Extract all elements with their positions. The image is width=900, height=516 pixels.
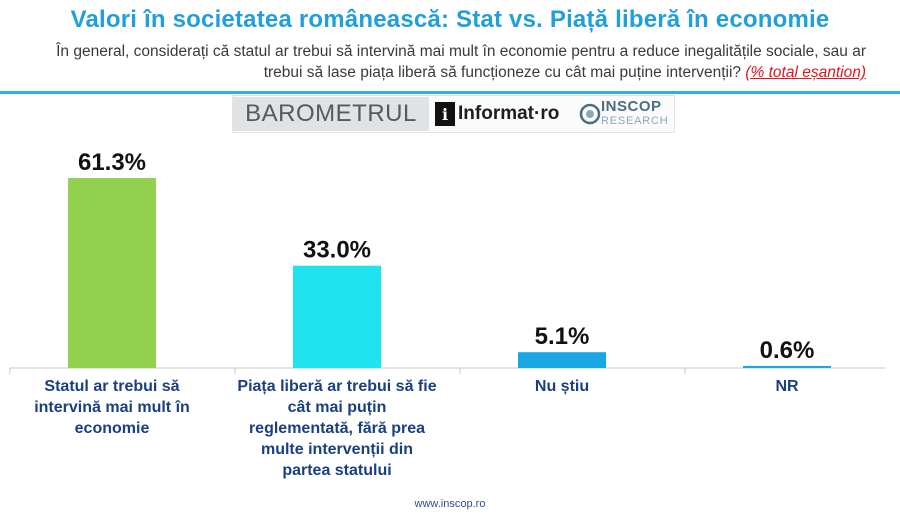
- category-label: Piața liberă ar trebui să fie cât mai pu…: [237, 378, 437, 479]
- header-divider: [0, 91, 900, 94]
- inscop-logo-subtext: RESEARCH: [601, 115, 669, 127]
- informat-logo-text: Informat·ro: [458, 103, 560, 124]
- inscop-logo: INSCOP RESEARCH: [577, 97, 669, 131]
- footer-url: www.inscop.ro: [414, 498, 486, 510]
- data-label: 5.1%: [535, 323, 590, 350]
- category-label: NR: [775, 378, 799, 395]
- data-label: 0.6%: [760, 337, 815, 364]
- bar: [743, 366, 831, 368]
- bar: [518, 352, 606, 368]
- informat-logo: i Informat·ro: [429, 97, 577, 131]
- inscop-circle-icon: [579, 103, 601, 125]
- category-label: Statul ar trebui să intervină mai mult î…: [34, 378, 190, 437]
- sample-note: (% total eșantion): [745, 64, 866, 81]
- barometer-logo: BAROMETRUL: [233, 97, 429, 131]
- question-text: În general, considerați că statul ar tre…: [56, 43, 866, 81]
- logo-banner: BAROMETRUL i Informat·ro INSCOP RESEARCH: [232, 95, 675, 133]
- informat-mark-icon: i: [435, 102, 455, 126]
- category-label: Nu știu: [534, 378, 590, 395]
- inscop-logo-text: INSCOP: [601, 98, 662, 115]
- chart-title: Valori în societatea românească: Stat vs…: [70, 6, 830, 33]
- bar: [293, 265, 381, 368]
- survey-question: În general, considerați că statul ar tre…: [36, 41, 866, 83]
- data-label: 61.3%: [78, 149, 146, 176]
- bar: [68, 178, 156, 368]
- data-label: 33.0%: [303, 237, 371, 264]
